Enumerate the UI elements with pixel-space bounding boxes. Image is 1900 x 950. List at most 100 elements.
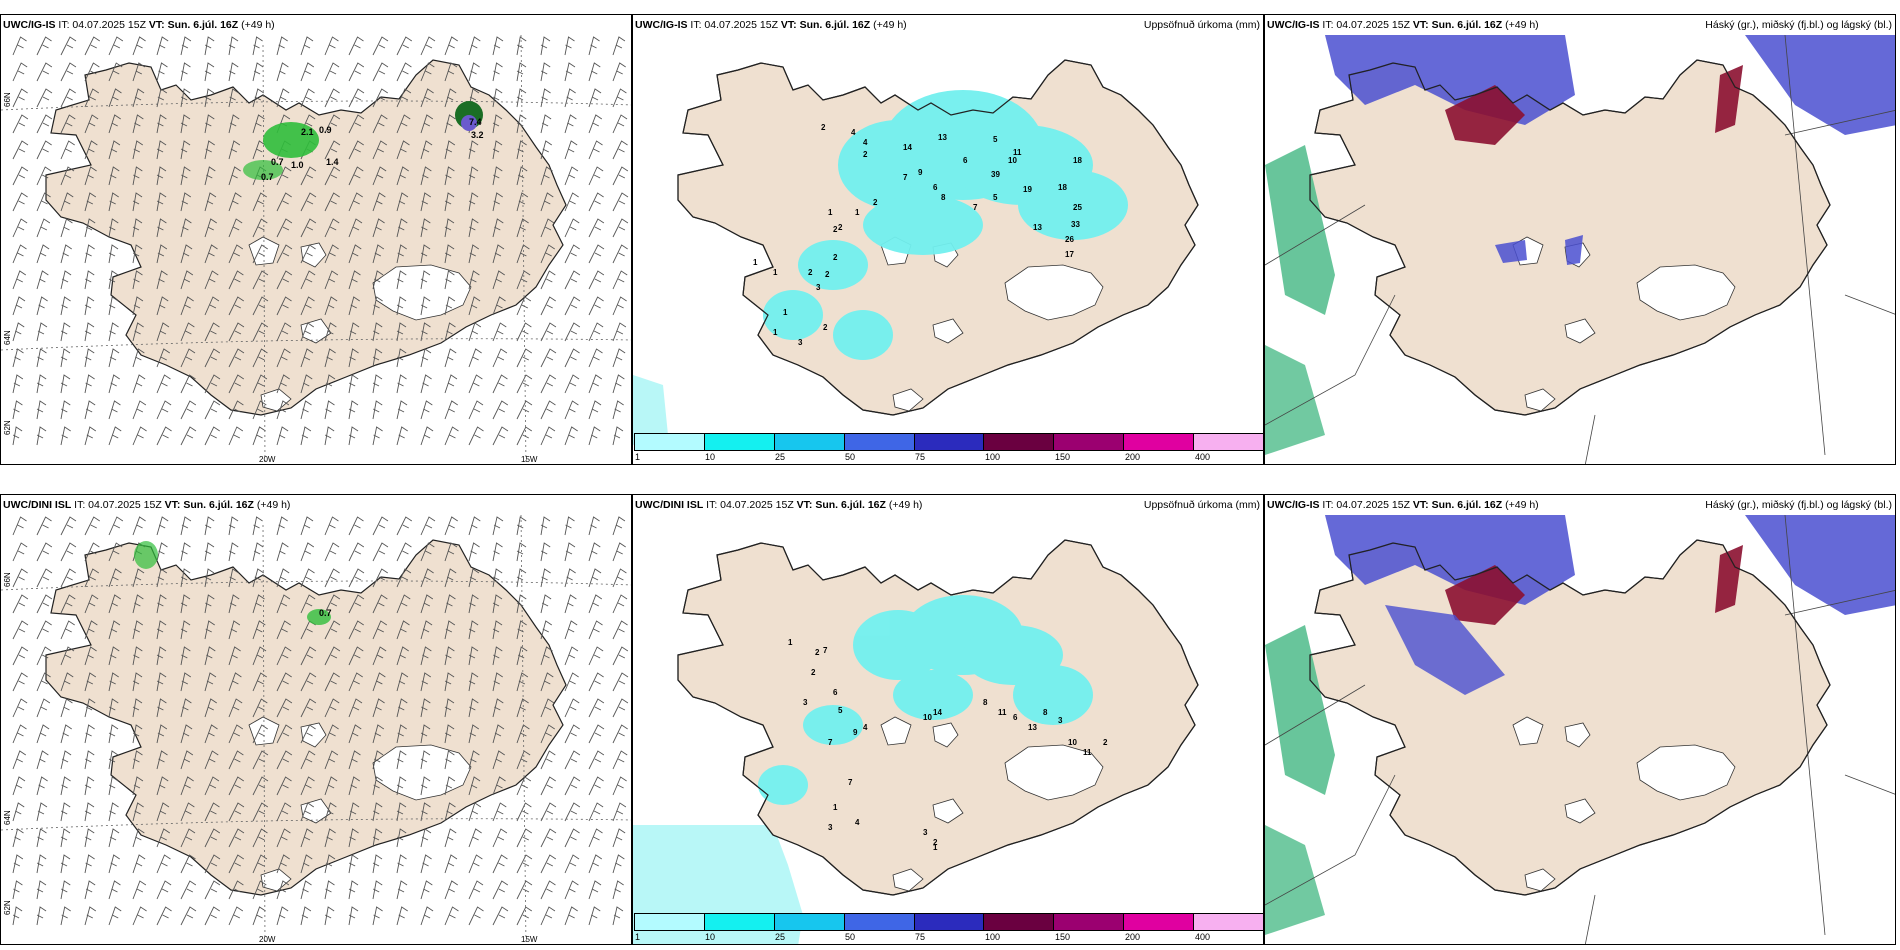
wind-barb — [180, 802, 195, 822]
wind-barb — [396, 296, 407, 316]
wind-barb — [540, 270, 556, 290]
precip-blob — [893, 670, 973, 720]
wind-barb — [36, 218, 51, 238]
wind-barb — [108, 620, 121, 640]
wind-barb — [564, 776, 581, 796]
wind-barb — [444, 166, 455, 186]
wind-barb — [564, 516, 575, 536]
wind-barb — [420, 906, 434, 926]
wind-barb — [300, 828, 314, 848]
wind-barb — [420, 828, 432, 848]
wind-barb — [348, 374, 359, 394]
wind-barb — [36, 400, 47, 420]
wind-barb — [396, 802, 407, 822]
wind-barb — [156, 374, 171, 394]
value-label: 26 — [1065, 235, 1074, 244]
wind-barb — [348, 348, 359, 368]
wind-barb — [348, 140, 364, 160]
wind-barb — [132, 36, 146, 56]
wind-barb — [36, 698, 51, 718]
wind-barb — [12, 672, 28, 692]
wind-barb — [420, 62, 435, 82]
wind-barb — [60, 724, 72, 744]
value-label: 7.4 — [469, 117, 482, 127]
map-svg — [1265, 15, 1895, 464]
wind-barb — [588, 296, 604, 316]
wind-barb — [84, 698, 96, 718]
colorbar-swatch — [635, 914, 705, 930]
wind-barb — [36, 62, 53, 82]
wind-barb — [348, 218, 363, 238]
wind-barb — [60, 542, 77, 562]
wind-barb — [108, 218, 119, 238]
wind-barb — [588, 854, 603, 874]
value-label: 2 — [833, 253, 838, 262]
wind-barb — [516, 36, 527, 56]
wind-barb — [60, 166, 75, 186]
wind-barb — [132, 244, 143, 264]
wind-barb — [204, 542, 215, 562]
wind-barb — [60, 698, 73, 718]
wind-barb — [588, 270, 605, 290]
low-cloud — [1265, 145, 1335, 315]
wind-barb — [324, 400, 335, 420]
wind-barb — [564, 296, 581, 316]
colorbar-swatch — [774, 914, 845, 930]
wind-barb — [540, 400, 556, 420]
wind-barb — [60, 646, 75, 666]
wind-barb — [396, 568, 412, 588]
wind-barb — [372, 516, 389, 536]
wind-barb — [468, 244, 480, 264]
wind-barb — [252, 854, 268, 874]
wind-barb — [396, 192, 409, 212]
wind-barb — [588, 374, 603, 394]
wind-barb — [324, 166, 341, 186]
wind-barb — [612, 906, 624, 926]
wind-barb — [180, 400, 197, 420]
wind-barb — [444, 750, 455, 770]
value-label: 4 — [863, 138, 868, 147]
wind-barb — [396, 750, 407, 770]
wind-barb — [252, 568, 265, 588]
wind-barb — [156, 750, 168, 770]
wind-barb — [60, 270, 72, 290]
value-label: 25 — [1073, 203, 1082, 212]
wind-barb — [300, 322, 315, 342]
low-cloud — [1265, 825, 1325, 935]
graticule-66n — [1, 580, 631, 591]
wind-barb — [12, 620, 29, 640]
wind-barb — [540, 516, 551, 536]
colorbar-swatch — [774, 434, 845, 450]
wind-barb — [132, 828, 145, 848]
wind-barb — [108, 88, 122, 108]
colorbar-tick: 400 — [1195, 452, 1211, 462]
wind-barb — [132, 166, 143, 186]
wind-barb — [276, 724, 293, 744]
colorbar-tick: 10 — [705, 932, 716, 942]
colorbar-tick: 75 — [915, 932, 926, 942]
wind-barb — [108, 140, 121, 160]
wind-barb — [348, 672, 363, 692]
wind-barb — [204, 62, 215, 82]
wind-barb — [612, 646, 629, 666]
wind-barb — [156, 724, 168, 744]
mid-cloud — [1385, 605, 1505, 695]
wind-barb — [84, 906, 97, 926]
wind-barb — [180, 270, 194, 290]
mid-cloud — [1745, 35, 1895, 135]
value-label: 2 — [873, 198, 878, 207]
wind-barb — [228, 672, 242, 692]
wind-barb — [420, 594, 434, 614]
wind-barb — [420, 244, 431, 264]
wind-barb — [276, 322, 292, 342]
wind-barb — [132, 140, 144, 160]
wind-barb — [84, 750, 95, 770]
wind-barb — [324, 854, 336, 874]
wind-barb — [444, 244, 455, 264]
wind-barb — [396, 542, 412, 562]
wind-barb — [132, 724, 143, 744]
wind-barb — [468, 802, 482, 822]
map-svg: 0.7 66N 64N 62N 20W 15W — [1, 495, 631, 944]
wind-barb — [612, 296, 627, 316]
